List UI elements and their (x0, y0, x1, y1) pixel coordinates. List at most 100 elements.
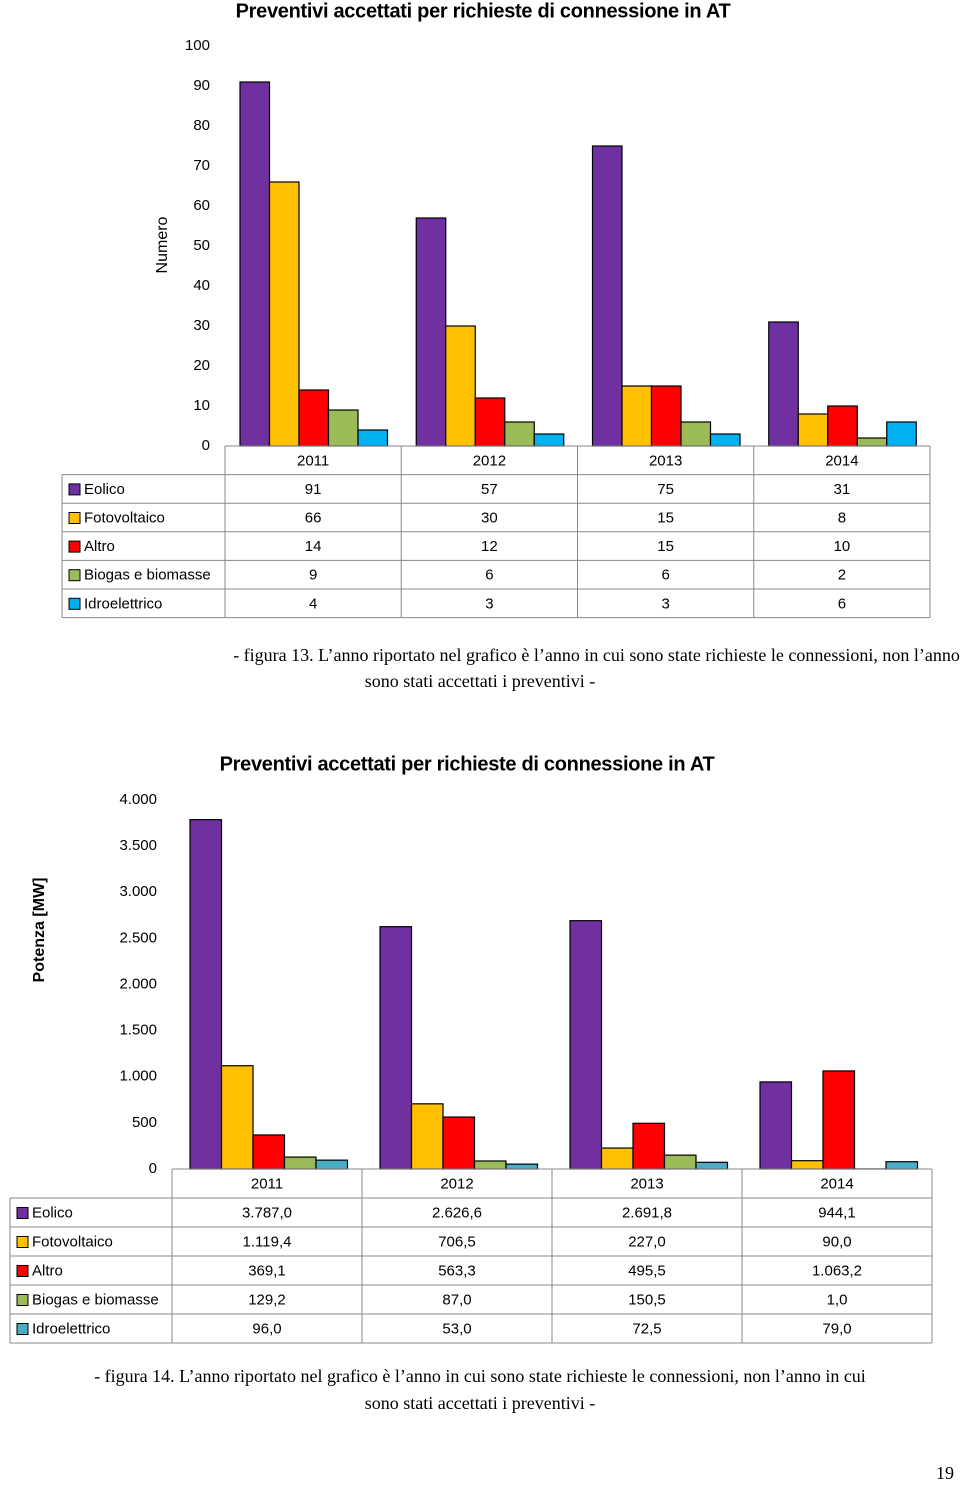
table-cell: 2.691,8 (622, 1204, 672, 1221)
table-cell: 369,1 (248, 1262, 286, 1279)
table-cell: 129,2 (248, 1291, 286, 1308)
legend-label: Fotovoltaico (84, 509, 165, 526)
bar (504, 421, 535, 447)
legend-swatch (68, 483, 81, 496)
legend-label: Biogas e biomasse (32, 1291, 159, 1308)
bar (709, 433, 741, 447)
y-tick-label: 20 (193, 357, 210, 374)
table-cell: 3 (485, 595, 493, 612)
table-cell: 72,5 (632, 1320, 661, 1337)
chart-title: Preventivi accettati per richieste di co… (236, 0, 731, 22)
page-number: 19 (936, 1463, 954, 1483)
legend-swatch (16, 1323, 29, 1335)
table-cell: 79,0 (822, 1320, 851, 1337)
table-cell: 3 (661, 595, 669, 612)
bar (591, 145, 623, 447)
bar (189, 819, 223, 1170)
table-cell: 15 (657, 538, 674, 555)
y-axis-label: Potenza [MW] (31, 878, 48, 983)
table-cell: 150,5 (628, 1291, 666, 1308)
table-cell: 31 (834, 481, 851, 498)
table-cell: 2 (838, 567, 846, 584)
bar (505, 1163, 539, 1170)
table-cell: 14 (305, 538, 322, 555)
table-header: 2014 (825, 452, 858, 469)
table-cell: 10 (834, 538, 851, 555)
bar (759, 1081, 793, 1170)
bar (239, 81, 271, 447)
y-tick-label: 3.000 (119, 883, 157, 900)
table-cell: 227,0 (628, 1233, 666, 1250)
bar (410, 1103, 444, 1170)
legend-swatch (68, 569, 81, 582)
table-cell: 8 (838, 509, 846, 526)
bar (473, 1160, 507, 1170)
bar (768, 321, 799, 447)
table-cell: 4 (309, 595, 317, 612)
y-tick-label: 10 (193, 397, 210, 414)
bar (220, 1065, 254, 1170)
y-tick-label: 0 (202, 437, 210, 454)
table-cell: 57 (481, 481, 498, 498)
legend-label: Idroelettrico (32, 1320, 110, 1337)
y-tick-label: 0 (149, 1160, 157, 1177)
bar (415, 217, 447, 447)
legend-swatch (68, 540, 81, 553)
bar (283, 1156, 317, 1170)
table-header: 2013 (649, 452, 682, 469)
table-cell: 2.626,6 (432, 1204, 482, 1221)
bar (632, 1122, 666, 1170)
y-tick-label: 90 (193, 77, 210, 94)
legend-label: Fotovoltaico (32, 1233, 113, 1250)
table-cell: 30 (481, 509, 498, 526)
table-cell: 706,5 (438, 1233, 476, 1250)
bar (680, 421, 712, 447)
table-cell: 12 (481, 538, 498, 555)
bar (650, 385, 682, 447)
table-cell: 1,0 (827, 1291, 848, 1308)
caption-line: sono stati accettati i preventivi - (365, 671, 595, 691)
bar (569, 920, 603, 1170)
table-cell: 91 (305, 481, 322, 498)
table-cell: 944,1 (818, 1204, 856, 1221)
table-cell: 6 (661, 567, 669, 584)
bar (298, 389, 330, 447)
bar (357, 429, 389, 447)
legend-swatch (16, 1294, 29, 1306)
table-cell: 3.787,0 (242, 1204, 292, 1221)
table-cell: 96,0 (252, 1320, 281, 1337)
table-header: 2012 (440, 1175, 473, 1192)
bar (827, 405, 858, 447)
legend-label: Eolico (32, 1204, 73, 1221)
bar (600, 1147, 634, 1170)
y-tick-label: 4.000 (119, 791, 157, 808)
y-tick-label: 1.000 (119, 1068, 157, 1085)
bar (663, 1154, 697, 1170)
legend-swatch (16, 1265, 29, 1277)
table-cell: 495,5 (628, 1262, 666, 1279)
legend-swatch (68, 597, 81, 610)
table-header: 2013 (630, 1175, 663, 1192)
y-tick-label: 60 (193, 197, 210, 214)
legend-swatch (16, 1236, 29, 1248)
legend-label: Eolico (84, 481, 125, 498)
bar (445, 325, 476, 447)
caption-line: sono stati accettati i preventivi - (365, 1393, 595, 1413)
bar (822, 1070, 856, 1170)
y-tick-label: 2.500 (119, 929, 157, 946)
table-cell: 1.119,4 (243, 1233, 292, 1250)
y-tick-label: 50 (193, 237, 210, 254)
bar (885, 1161, 919, 1170)
bar (856, 437, 888, 447)
table-cell: 53,0 (442, 1320, 471, 1337)
table-cell: 66 (305, 509, 322, 526)
table-header: 2012 (473, 452, 506, 469)
bar (790, 1160, 824, 1170)
legend-swatch (16, 1207, 29, 1219)
table-header: 2011 (251, 1175, 283, 1192)
legend-swatch (68, 512, 81, 524)
legend-label: Biogas e biomasse (84, 567, 211, 584)
chart-title: Preventivi accettati per richieste di co… (220, 753, 715, 775)
bar (442, 1116, 476, 1170)
table-cell: 6 (838, 595, 846, 612)
